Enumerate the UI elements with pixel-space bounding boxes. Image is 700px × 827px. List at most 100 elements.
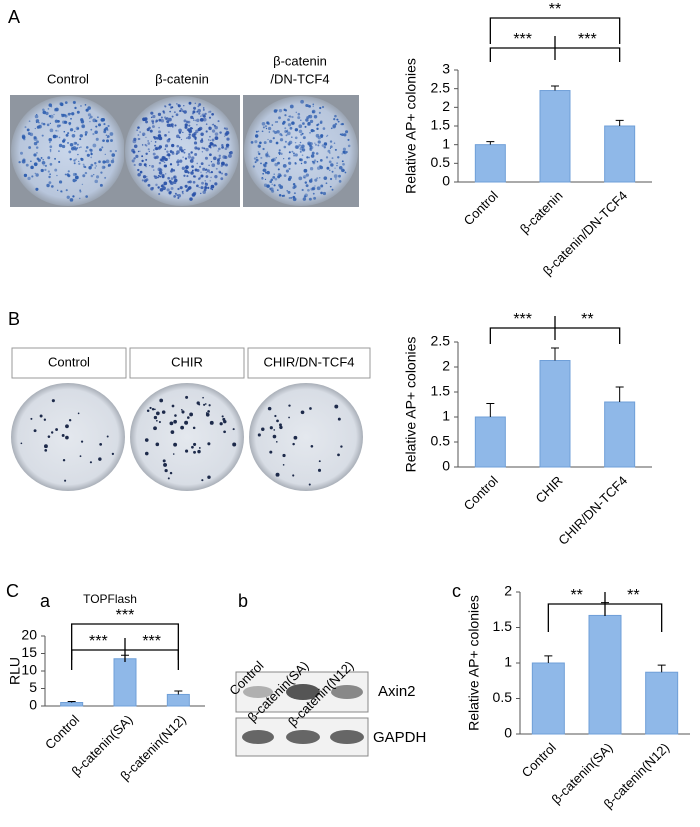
colony [317,140,321,144]
colony [151,408,155,411]
colony [137,168,140,172]
colony [179,146,183,150]
colony [20,151,23,155]
colony [87,113,92,117]
colony [190,151,193,154]
colony [49,128,54,133]
y-tick-label: 2 [504,583,512,599]
colony [147,183,151,187]
colony [80,146,82,148]
colony [303,168,308,173]
colony [94,167,96,169]
colony [254,134,259,138]
colony [84,133,87,136]
colony [211,138,215,142]
colony [266,170,270,175]
colony [311,160,314,163]
colony [287,118,290,122]
label-box [129,347,245,379]
colony [189,159,194,163]
colony [270,178,274,182]
colony [151,125,155,129]
colony [180,408,183,411]
colony [49,173,51,176]
x-tick-label: Control [461,473,501,513]
colony [181,410,185,414]
colony [285,169,289,173]
colony [205,123,208,125]
colony [141,144,144,146]
colony [267,138,269,141]
bar [588,614,622,735]
colony [280,152,283,155]
colony [309,142,313,146]
colony [282,453,286,458]
colony [204,182,208,186]
panel-label: c [452,581,461,601]
y-tick-label: 10 [21,662,37,678]
plate [249,383,363,491]
colony [217,120,220,123]
colony [201,479,204,482]
colony [53,113,55,116]
colony [300,162,303,165]
colony [151,119,155,123]
colony [221,146,224,149]
colony [338,180,342,183]
colony [164,148,167,150]
colony [160,118,165,123]
colony [169,151,172,154]
colony [173,175,177,179]
colony [334,122,338,126]
colony [48,175,51,179]
colony [72,100,76,104]
colony [278,149,281,152]
colony [323,142,328,146]
colony [178,128,182,133]
colony [336,162,339,165]
colony [143,179,148,183]
colony [92,143,97,148]
colony [56,189,59,192]
colony [43,164,45,167]
colony [112,158,114,160]
colony [282,194,286,197]
colony [145,158,148,161]
colony [196,124,198,126]
colony [307,105,310,108]
colony [279,425,283,430]
colony [147,142,151,145]
colony [76,147,79,149]
y-tick-label: 1.5 [493,618,513,634]
plates [11,383,363,491]
colony [105,159,110,164]
colony [80,157,83,161]
colony [33,429,37,433]
colony [312,105,314,107]
colony [211,188,214,191]
colony [155,119,159,123]
colony [28,146,32,149]
colony [171,143,175,148]
colony [70,117,72,120]
colony [287,157,290,160]
colony [201,181,204,185]
colony [292,442,295,446]
colony [228,151,231,154]
colony [288,404,291,407]
colony [262,169,265,172]
colony [302,175,307,179]
plate [11,96,125,206]
colony [262,172,265,175]
colony [80,440,84,443]
colony [292,152,295,155]
colony [326,134,329,137]
colony [202,190,206,194]
colony [326,135,328,137]
colony [155,419,158,422]
colony [169,471,173,475]
colony [305,184,309,188]
colony [225,131,230,135]
colony [270,158,275,163]
colony [111,153,116,157]
